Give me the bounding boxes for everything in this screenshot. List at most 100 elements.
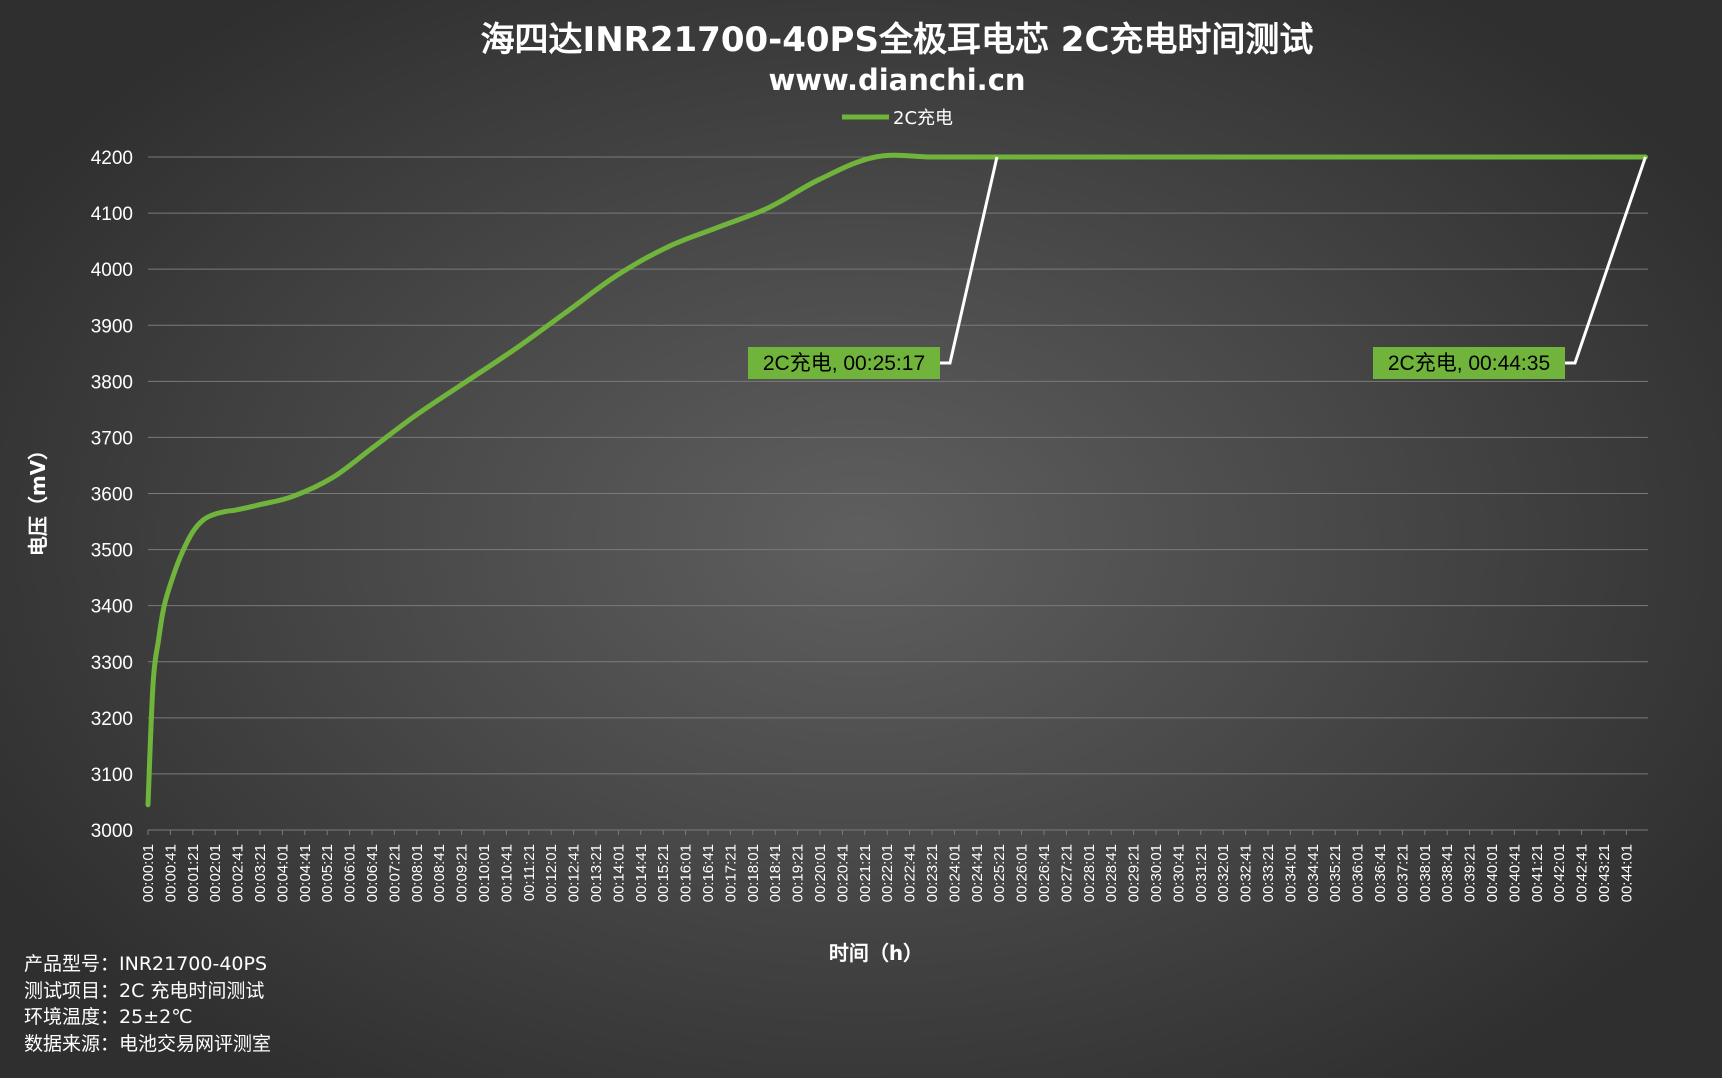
legend-label: 2C充电: [893, 108, 953, 129]
x-tick-label: 00:36:01: [1350, 844, 1367, 902]
x-tick-label: 00:33:21: [1260, 844, 1277, 902]
x-tick-label: 00:20:41: [834, 844, 851, 902]
x-tick-label: 00:41:21: [1529, 844, 1546, 902]
y-tick-label: 3600: [91, 485, 133, 506]
x-tick-label: 00:32:01: [1215, 844, 1232, 902]
callout-label: 2C充电, 00:25:17: [763, 352, 925, 375]
x-tick-label: 00:02:01: [207, 844, 224, 902]
x-tick-label: 00:04:41: [297, 844, 314, 902]
x-tick-label: 00:24:01: [946, 844, 963, 902]
x-tick-label: 00:36:41: [1372, 844, 1389, 902]
x-tick-label: 00:07:21: [386, 844, 403, 902]
x-tick-label: 00:04:01: [274, 844, 291, 902]
x-tick-label: 00:30:41: [1170, 844, 1187, 902]
x-tick-label: 00:18:01: [745, 844, 762, 902]
x-axis-title: 时间（h）: [829, 941, 923, 965]
series-layer: [145, 152, 1648, 808]
x-tick-label: 00:12:01: [543, 844, 560, 902]
callout-box: [748, 347, 940, 379]
x-tick-label: 00:19:21: [790, 844, 807, 902]
x-tick-label: 00:22:41: [902, 844, 919, 902]
x-tick-label: 00:16:01: [678, 844, 695, 902]
info-panel: 产品型号：INR21700-40PS 测试项目：2C 充电时间测试 环境温度：2…: [24, 951, 271, 1057]
x-tick-label: 00:00:41: [162, 844, 179, 902]
x-tick-label: 00:26:41: [1036, 844, 1053, 902]
info-row-source: 数据来源：电池交易网评测室: [24, 1031, 271, 1058]
legend: 2C充电: [842, 108, 953, 129]
x-tick-label: 00:15:21: [655, 844, 672, 902]
y-tick-label: 3000: [91, 821, 133, 842]
info-row-temperature: 环境温度：25±2℃: [24, 1004, 271, 1031]
x-tick-label: 00:34:41: [1305, 844, 1322, 902]
x-tick-label: 00:29:21: [1126, 844, 1143, 902]
x-tick-label: 00:40:01: [1484, 844, 1501, 902]
x-tick-label: 00:10:41: [498, 844, 515, 902]
x-tick-label: 00:30:01: [1148, 844, 1165, 902]
x-tick-label: 00:22:01: [879, 844, 896, 902]
x-tick-label: 00:14:01: [610, 844, 627, 902]
x-tick-label: 00:20:01: [812, 844, 829, 902]
series-line: [145, 152, 1648, 808]
callout-box: [1373, 347, 1565, 379]
callout-leader-line: [1565, 156, 1647, 365]
y-tick-label: 3900: [91, 316, 133, 337]
x-tick-label: 00:10:01: [476, 844, 493, 902]
x-tick-label: 00:37:21: [1394, 844, 1411, 902]
chart-subtitle: www.dianchi.cn: [768, 63, 1025, 97]
x-tick-label: 00:17:21: [722, 844, 739, 902]
y-tick-label: 3700: [91, 428, 133, 449]
info-row-model: 产品型号：INR21700-40PS: [24, 951, 271, 978]
callout-leader-line: [940, 156, 999, 365]
x-tick-label: 00:40:41: [1506, 844, 1523, 902]
x-tick-label: 00:02:41: [230, 844, 247, 902]
grid: [148, 156, 1648, 831]
x-tick-label: 00:12:41: [566, 844, 583, 902]
x-tick-label: 00:14:41: [633, 844, 650, 902]
y-tick-label: 3100: [91, 765, 133, 786]
x-tick-label: 00:08:41: [431, 844, 448, 902]
y-tick-label: 3400: [91, 597, 133, 618]
x-tick-label: 00:09:21: [454, 844, 471, 902]
x-tick-label: 00:18:41: [767, 844, 784, 902]
x-tick-label: 00:13:21: [588, 844, 605, 902]
x-tick-label: 00:28:01: [1081, 844, 1098, 902]
x-tick-label: 00:06:01: [342, 844, 359, 902]
x-tick-label: 00:31:21: [1193, 844, 1210, 902]
x-tick-label: 00:34:01: [1282, 844, 1299, 902]
x-tick-label: 00:38:01: [1417, 844, 1434, 902]
x-tick-label: 00:42:01: [1551, 844, 1568, 902]
x-tick-label: 00:35:21: [1327, 844, 1344, 902]
info-label: 数据来源：: [24, 1032, 120, 1055]
x-tick-label: 00:39:21: [1462, 844, 1479, 902]
x-tick-label: 00:16:41: [700, 844, 717, 902]
x-tick-label: 00:25:21: [991, 844, 1008, 902]
x-tick-label: 00:23:21: [924, 844, 941, 902]
info-label: 环境温度：: [24, 1006, 120, 1028]
info-row-test: 测试项目：2C 充电时间测试: [24, 978, 271, 1005]
x-tick-label: 00:06:41: [364, 844, 381, 902]
info-value: 电池交易网评测室: [119, 1032, 272, 1055]
y-axis-title: 电压（mV）: [26, 440, 50, 556]
info-label: 产品型号：: [24, 953, 120, 975]
x-tick-label: 00:11:21: [521, 844, 538, 901]
info-label: 测试项目：: [24, 979, 120, 1002]
x-tick-label: 00:44:01: [1618, 844, 1635, 902]
x-tick-label: 00:28:41: [1103, 844, 1120, 902]
y-tick-label: 3800: [91, 372, 133, 393]
x-tick-label: 00:03:21: [252, 844, 269, 902]
x-axis-ticks: 00:00:01 00:00:41 00:01:21 00:02:01 00:02:41…: [140, 830, 1635, 902]
x-tick-label: 00:26:01: [1014, 844, 1031, 902]
callouts: 2C充电, 00:25:17 2C充电, 00:44:35: [748, 156, 1647, 379]
x-tick-label: 00:32:41: [1238, 844, 1255, 902]
y-tick-label: 3500: [91, 541, 133, 562]
info-value: 25±2℃: [119, 1006, 193, 1028]
y-tick-label: 4100: [91, 204, 133, 225]
x-tick-label: 00:21:21: [857, 844, 874, 902]
x-tick-label: 00:43:21: [1596, 844, 1613, 902]
info-value: 2C 充电时间测试: [119, 979, 265, 1002]
x-tick-label: 00:42:41: [1574, 844, 1591, 902]
x-tick-label: 00:27:21: [1058, 844, 1075, 902]
x-tick-label: 00:00:01: [140, 844, 157, 902]
